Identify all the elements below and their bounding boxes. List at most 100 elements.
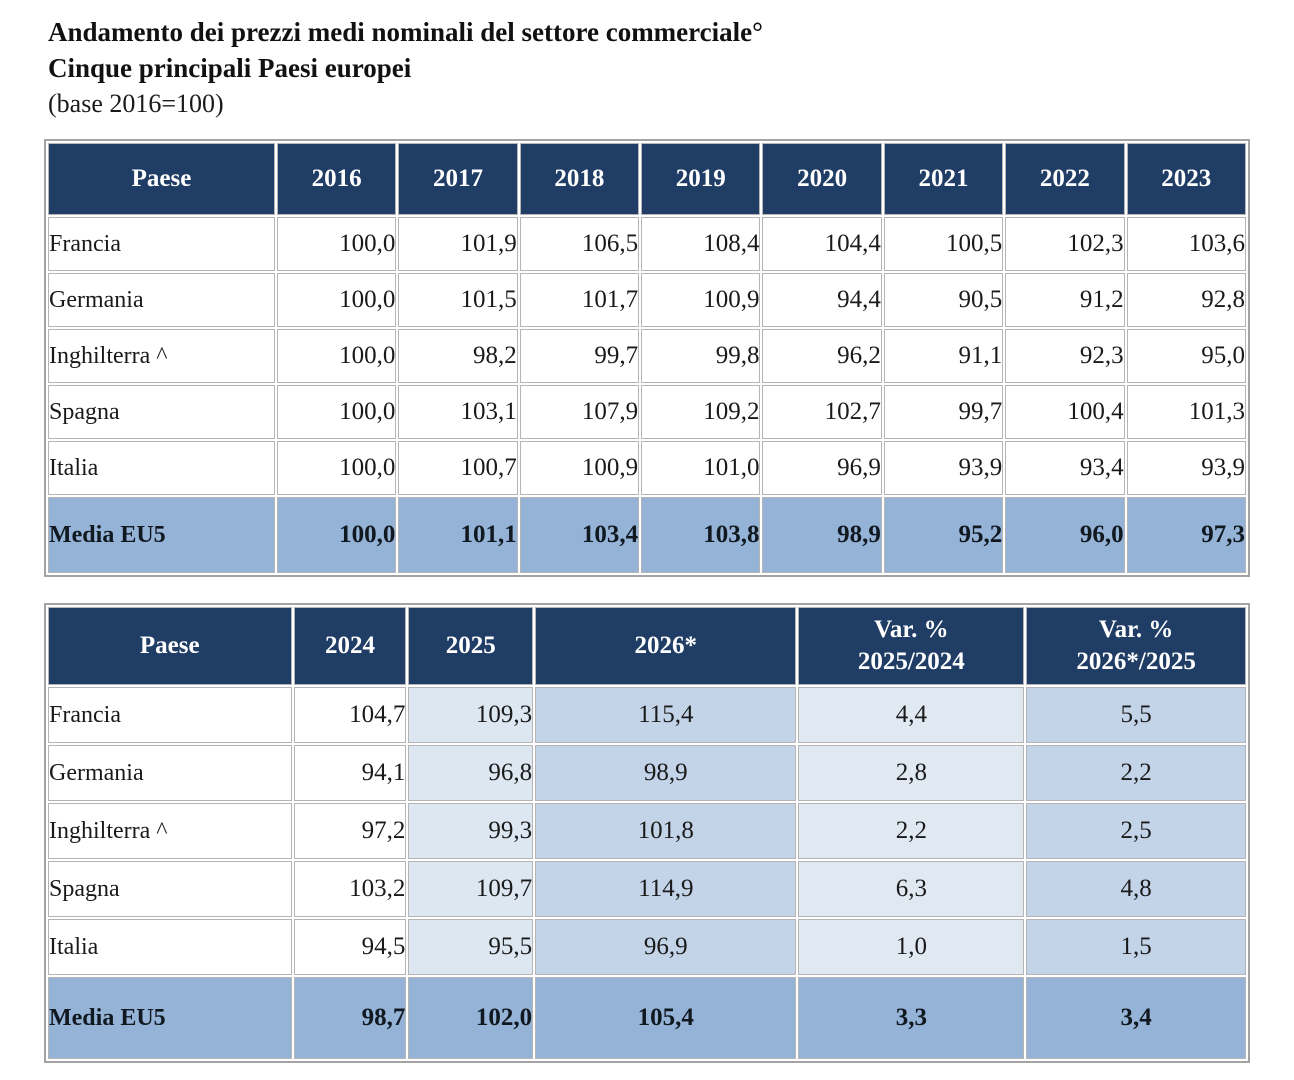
cell-value: 100,9 — [519, 441, 640, 495]
cell-value: 96,8 — [408, 745, 534, 801]
cell-value: 98,9 — [762, 497, 882, 573]
table1-header-paese: Paese — [48, 143, 275, 215]
row-label: Media EU5 — [48, 497, 275, 573]
table1-header-row: Paese 2016 2017 2018 2019 2020 2021 2022… — [48, 143, 1246, 215]
cell-value: 93,9 — [883, 441, 1004, 495]
cell-value: 100,5 — [883, 217, 1004, 271]
table-row-italia: Italia 100,0 100,7 100,9 101,0 96,9 93,9… — [48, 441, 1246, 495]
cell-value: 108,4 — [641, 217, 761, 271]
cell-value: 96,2 — [762, 329, 882, 383]
row-label: Italia — [48, 919, 292, 975]
cell-value: 100,0 — [276, 217, 397, 271]
cell-value: 109,2 — [641, 385, 761, 439]
cell-value: 2,5 — [1026, 803, 1246, 859]
cell-value: 4,4 — [798, 687, 1025, 743]
table-row-francia: Francia 100,0 101,9 106,5 108,4 104,4 10… — [48, 217, 1246, 271]
cell-value: 99,3 — [408, 803, 534, 859]
row-label: Media EU5 — [48, 977, 292, 1059]
tables-container: Paese 2016 2017 2018 2019 2020 2021 2022… — [44, 139, 1294, 1063]
cell-value: 5,5 — [1026, 687, 1246, 743]
table2-header-row: Paese 2024 2025 2026* Var. % 2025/2024 V… — [48, 607, 1246, 685]
cell-value: 109,7 — [408, 861, 534, 917]
table2-header-2026: 2026* — [535, 607, 797, 685]
cell-value: 103,2 — [293, 861, 407, 917]
title-line-1: Andamento dei prezzi medi nominali del s… — [48, 17, 763, 47]
cell-value: 98,2 — [398, 329, 518, 383]
cell-value: 94,5 — [293, 919, 407, 975]
cell-value: 101,5 — [398, 273, 518, 327]
table-row-inghilterra: Inghilterra ^ 97,2 99,3 101,8 2,2 2,5 — [48, 803, 1246, 859]
table-row-spagna: Spagna 103,2 109,7 114,9 6,3 4,8 — [48, 861, 1246, 917]
table1-header-2023: 2023 — [1126, 143, 1246, 215]
cell-value: 98,7 — [293, 977, 407, 1059]
cell-value: 104,7 — [293, 687, 407, 743]
cell-value: 3,4 — [1026, 977, 1246, 1059]
cell-value: 2,2 — [798, 803, 1025, 859]
row-label: Francia — [48, 217, 275, 271]
cell-value: 94,1 — [293, 745, 407, 801]
table1-header-2022: 2022 — [1005, 143, 1125, 215]
price-index-table-2024-2026-variations: Paese 2024 2025 2026* Var. % 2025/2024 V… — [44, 603, 1250, 1063]
cell-value: 98,9 — [535, 745, 797, 801]
cell-value: 97,3 — [1126, 497, 1246, 573]
cell-value: 95,2 — [883, 497, 1004, 573]
cell-value: 99,8 — [641, 329, 761, 383]
cell-value: 107,9 — [519, 385, 640, 439]
cell-value: 92,3 — [1005, 329, 1125, 383]
cell-value: 100,9 — [641, 273, 761, 327]
cell-value: 6,3 — [798, 861, 1025, 917]
cell-value: 91,2 — [1005, 273, 1125, 327]
cell-value: 101,1 — [398, 497, 518, 573]
cell-value: 91,1 — [883, 329, 1004, 383]
cell-value: 2,2 — [1026, 745, 1246, 801]
table2-header-2024: 2024 — [293, 607, 407, 685]
cell-value: 100,0 — [276, 329, 397, 383]
table2-header-var-2026-2025: Var. % 2026*/2025 — [1026, 607, 1246, 685]
table-row-italia: Italia 94,5 95,5 96,9 1,0 1,5 — [48, 919, 1246, 975]
table2-header-var-2025-2024: Var. % 2025/2024 — [798, 607, 1025, 685]
cell-value: 1,0 — [798, 919, 1025, 975]
table2-header-paese: Paese — [48, 607, 292, 685]
table-row-germania: Germania 100,0 101,5 101,7 100,9 94,4 90… — [48, 273, 1246, 327]
table-row-spagna: Spagna 100,0 103,1 107,9 109,2 102,7 99,… — [48, 385, 1246, 439]
cell-value: 93,9 — [1126, 441, 1246, 495]
cell-value: 97,2 — [293, 803, 407, 859]
row-label: Germania — [48, 273, 275, 327]
table-row-inghilterra: Inghilterra ^ 100,0 98,2 99,7 99,8 96,2 … — [48, 329, 1246, 383]
table1-header-2016: 2016 — [276, 143, 397, 215]
row-label: Francia — [48, 687, 292, 743]
cell-value: 102,7 — [762, 385, 882, 439]
row-label: Germania — [48, 745, 292, 801]
table-row-francia: Francia 104,7 109,3 115,4 4,4 5,5 — [48, 687, 1246, 743]
cell-value: 2,8 — [798, 745, 1025, 801]
table1-header-2019: 2019 — [641, 143, 761, 215]
cell-value: 3,3 — [798, 977, 1025, 1059]
row-label: Spagna — [48, 861, 292, 917]
cell-value: 105,4 — [535, 977, 797, 1059]
cell-value: 92,8 — [1126, 273, 1246, 327]
cell-value: 104,4 — [762, 217, 882, 271]
cell-value: 100,7 — [398, 441, 518, 495]
title-base-note: (base 2016=100) — [48, 89, 224, 118]
cell-value: 106,5 — [519, 217, 640, 271]
cell-value: 103,4 — [519, 497, 640, 573]
cell-value: 90,5 — [883, 273, 1004, 327]
cell-value: 101,7 — [519, 273, 640, 327]
cell-value: 96,9 — [535, 919, 797, 975]
cell-value: 101,8 — [535, 803, 797, 859]
cell-value: 101,0 — [641, 441, 761, 495]
cell-value: 100,0 — [276, 273, 397, 327]
table2-header-2025: 2025 — [408, 607, 534, 685]
cell-value: 100,0 — [276, 497, 397, 573]
table1-header-2020: 2020 — [762, 143, 882, 215]
cell-value: 99,7 — [883, 385, 1004, 439]
cell-value: 103,8 — [641, 497, 761, 573]
row-label: Inghilterra ^ — [48, 803, 292, 859]
cell-value: 95,5 — [408, 919, 534, 975]
cell-value: 114,9 — [535, 861, 797, 917]
cell-value: 100,4 — [1005, 385, 1125, 439]
cell-value: 100,0 — [276, 441, 397, 495]
cell-value: 4,8 — [1026, 861, 1246, 917]
cell-value: 101,9 — [398, 217, 518, 271]
